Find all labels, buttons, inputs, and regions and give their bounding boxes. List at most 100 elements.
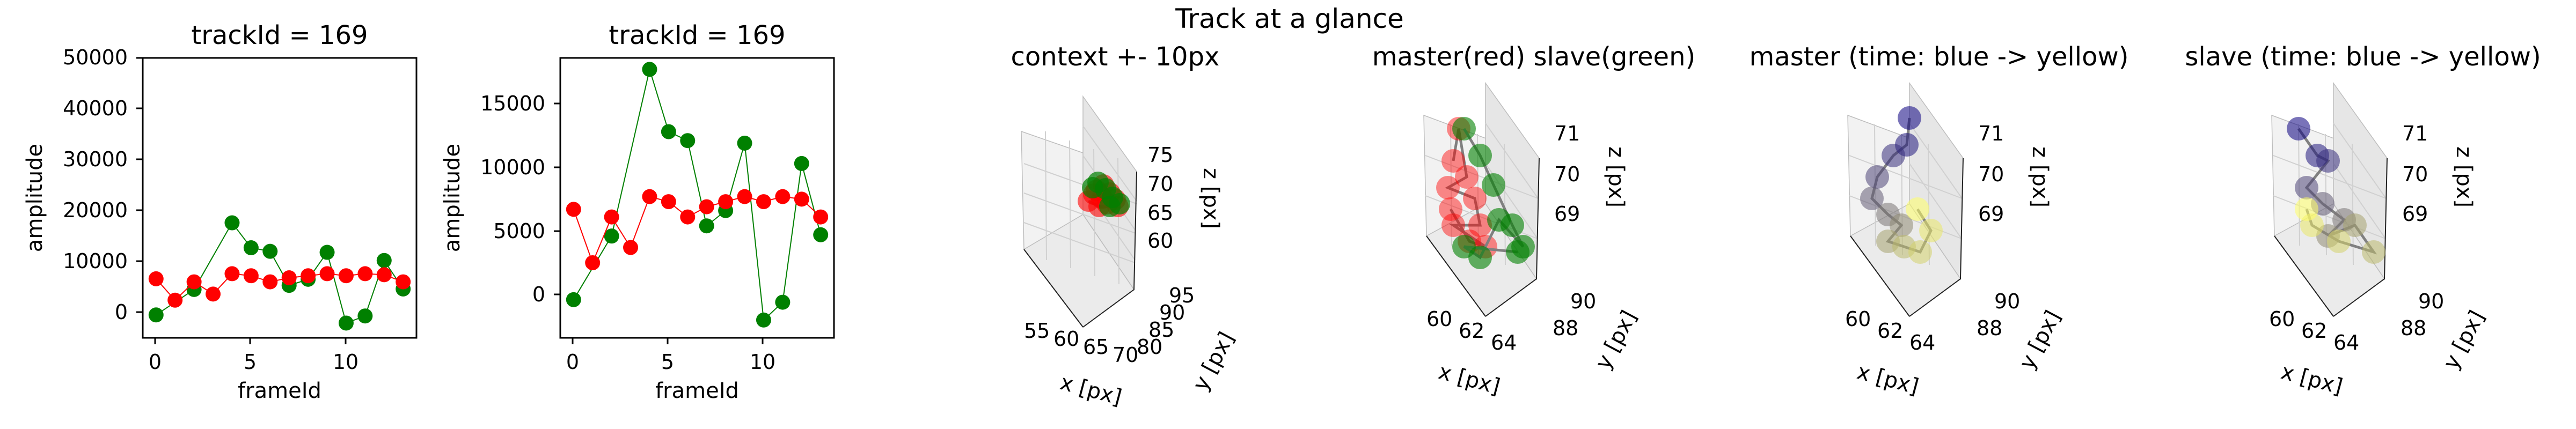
data-point bbox=[262, 274, 278, 290]
data-point bbox=[319, 245, 335, 260]
chart-3-title: context +- 10px bbox=[1011, 42, 1220, 72]
chart-4-ztick-label: 71 bbox=[1554, 122, 1580, 145]
chart-4-ytick-label: 88 bbox=[1553, 316, 1578, 340]
chart-2-title: trackId = 169 bbox=[609, 20, 785, 50]
chart-3-xtick-label: 65 bbox=[1083, 335, 1109, 359]
chart-1-ticks bbox=[136, 57, 347, 344]
chart-4-marks bbox=[1436, 117, 1535, 269]
chart-2-ytick-labels: 0 5000 10000 15000 bbox=[480, 92, 545, 306]
chart-6-xtick-label: 64 bbox=[2333, 331, 2359, 354]
track-point bbox=[1890, 213, 1913, 237]
track-path bbox=[1445, 128, 1487, 248]
data-point bbox=[756, 312, 771, 328]
chart-1-xlabel: frameId bbox=[238, 379, 321, 403]
data-point bbox=[376, 253, 392, 268]
chart-5-marks bbox=[1860, 106, 1943, 264]
figure-suptitle: Track at a glance bbox=[1175, 3, 1404, 34]
chart-3-ytick-label: 85 bbox=[1148, 318, 1174, 342]
chart-4: master(red) slave(green) 60 62 64 88 90 … bbox=[1372, 42, 1695, 400]
track-point bbox=[2295, 176, 2318, 199]
chart-6-ztick-label: 70 bbox=[2402, 162, 2428, 186]
chart-6-title: slave (time: blue -> yellow) bbox=[2185, 42, 2541, 72]
data-point bbox=[338, 268, 354, 284]
chart-5-zlabel: z [px] bbox=[2028, 146, 2052, 208]
chart-2-xlabel: frameId bbox=[655, 379, 739, 403]
chart-3: context +- 10px 55 60 65 70 80 85 90 95 … bbox=[1011, 42, 1240, 410]
track-point bbox=[1487, 208, 1511, 232]
data-point bbox=[661, 194, 676, 210]
data-point bbox=[699, 199, 714, 214]
chart-2-xtick-label: 10 bbox=[750, 350, 775, 374]
chart-5-ylabel: y [px] bbox=[2015, 307, 2066, 374]
track-point bbox=[2327, 230, 2351, 253]
track-point bbox=[1898, 106, 1921, 130]
chart-3-xtick-label: 60 bbox=[1053, 327, 1079, 351]
data-point bbox=[566, 202, 581, 217]
data-point bbox=[338, 315, 354, 331]
data-point bbox=[262, 243, 278, 259]
data-point bbox=[319, 266, 335, 282]
track-point bbox=[1099, 196, 1121, 217]
chart-5-xlabel: x [px] bbox=[1854, 359, 1921, 400]
data-point bbox=[376, 267, 392, 283]
chart-2-xtick-labels: 0 5 10 bbox=[566, 350, 775, 374]
series-line bbox=[156, 221, 404, 324]
chart-4-xtick-label: 60 bbox=[1426, 307, 1452, 331]
data-point bbox=[775, 189, 791, 204]
track-point bbox=[1452, 235, 1476, 258]
data-point bbox=[281, 270, 297, 286]
data-point bbox=[206, 286, 221, 302]
chart-5-ytick-label: 90 bbox=[1994, 290, 2020, 313]
chart-2-ytick-label: 0 bbox=[532, 283, 545, 306]
chart-6-ytick-label: 88 bbox=[2401, 316, 2426, 340]
chart-3-ztick-label: 70 bbox=[1147, 172, 1173, 196]
data-point bbox=[604, 228, 619, 244]
chart-3-xtick-label: 55 bbox=[1024, 319, 1050, 343]
chart-1: trackId = 169 frameId amplitude 0 5 10 0… bbox=[23, 20, 418, 403]
data-point bbox=[813, 227, 829, 242]
data-point bbox=[623, 240, 639, 255]
chart-3-marks bbox=[1078, 172, 1130, 217]
data-point bbox=[661, 124, 676, 139]
track-point bbox=[1436, 176, 1460, 199]
track-point bbox=[1082, 177, 1103, 198]
track-point bbox=[1441, 149, 1465, 173]
track-point bbox=[1463, 187, 1487, 210]
data-point bbox=[737, 135, 752, 151]
chart-1-ytick-label: 40000 bbox=[63, 97, 128, 120]
chart-2-ytick-label: 5000 bbox=[493, 219, 545, 243]
chart-2-xtick-label: 5 bbox=[661, 350, 674, 374]
chart-1-xtick-label: 0 bbox=[149, 350, 162, 374]
data-point bbox=[357, 266, 373, 282]
chart-4-ylabel: y [px] bbox=[1591, 307, 1642, 374]
data-point bbox=[813, 209, 829, 225]
chart-6: slave (time: blue -> yellow) 60 62 64 88… bbox=[2185, 42, 2541, 400]
track-point bbox=[2295, 197, 2318, 221]
track-point bbox=[2362, 240, 2385, 264]
data-point bbox=[680, 209, 696, 225]
track-point bbox=[1906, 197, 1929, 221]
data-point bbox=[642, 62, 657, 77]
series-line bbox=[573, 67, 822, 321]
chart-1-xtick-labels: 0 5 10 bbox=[149, 350, 358, 374]
chart-2-plot-area bbox=[559, 57, 835, 339]
chart-3-ytick-label: 90 bbox=[1159, 301, 1185, 324]
data-point bbox=[756, 194, 771, 210]
data-point bbox=[186, 274, 202, 290]
chart-5-box bbox=[1847, 82, 1964, 317]
chart-5-xtick-label: 60 bbox=[1845, 307, 1871, 331]
chart-5: master (time: blue -> yellow) 60 62 64 8… bbox=[1750, 42, 2129, 400]
chart-5-title: master (time: blue -> yellow) bbox=[1750, 42, 2129, 72]
data-point bbox=[243, 268, 259, 284]
data-point bbox=[680, 133, 696, 149]
data-point bbox=[775, 294, 791, 310]
track-point bbox=[1506, 240, 1529, 264]
chart-6-ylabel: y [px] bbox=[2439, 307, 2490, 374]
chart-1-ytick-label: 10000 bbox=[63, 249, 128, 273]
track-point bbox=[2287, 117, 2310, 140]
data-point bbox=[718, 194, 734, 210]
track-point bbox=[1860, 187, 1884, 210]
chart-6-marks bbox=[2287, 117, 2385, 264]
chart-1-ytick-label: 30000 bbox=[63, 147, 128, 171]
track-point bbox=[1908, 240, 1932, 264]
